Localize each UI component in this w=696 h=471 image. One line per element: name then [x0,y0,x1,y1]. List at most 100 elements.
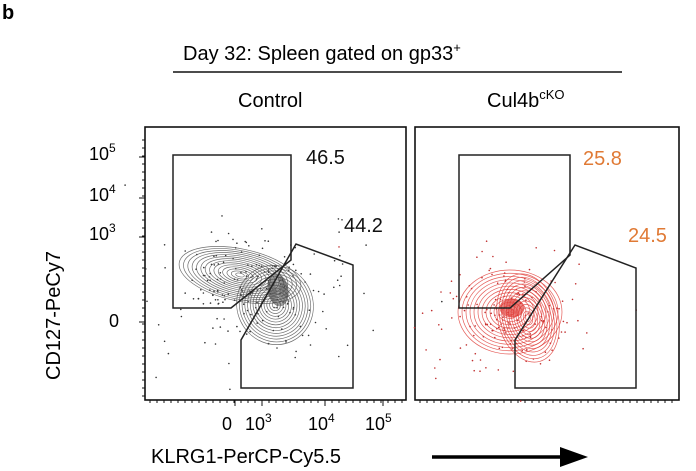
control-event-dot [309,273,312,275]
cko-event-dot [439,358,441,361]
control-event-dot [217,302,220,305]
cko-event-dot [465,344,468,346]
cko-event-dot [488,269,491,272]
cko-event-dot [451,317,453,319]
cko-event-dot [493,304,495,306]
control-event-dot [163,244,166,246]
control-contour-line [276,288,280,292]
control-event-dot [323,293,325,295]
cko-event-dot [494,336,496,339]
plot-frame-cko [414,126,680,401]
control-event-dot [227,232,230,235]
cko-event-dot [551,349,553,352]
control-event-dot [261,247,264,250]
cko-event-dot [338,246,340,248]
control-contour-line [230,270,250,280]
control-event-dot [338,231,340,233]
control-event-dot [164,267,166,269]
control-event-dot [341,219,343,221]
control-event-dot [309,344,312,346]
cko-event-dot [413,326,416,329]
cko-event-dot [560,331,563,333]
control-contour-line [236,264,314,346]
control-event-dot [215,240,217,243]
cko-event-dot [474,352,477,355]
control-event-dot [155,376,157,379]
y-tick-label-1e3: 103 [89,221,116,244]
cko-event-dot [529,333,531,335]
cko-event-dot [558,307,560,310]
y-axis-title: CD127-PeCy7 [43,251,65,380]
control-event-dot [202,303,205,305]
cko-event-dot [473,369,476,372]
cko-event-dot [479,359,482,361]
y-tick-label-1e4: 104 [89,182,116,205]
control-event-dot [229,388,231,391]
cko-event-dot [527,312,529,314]
cko-event-dot [566,321,568,324]
control-event-dot [217,299,219,301]
control-event-dot [264,240,266,242]
cko-event-dot [497,369,500,371]
cko-contour-line [498,276,558,360]
control-event-dot [300,273,303,275]
header-cko-text: Cul4b [487,90,539,112]
gate-klrg1hi-cko [514,244,637,389]
x-tick-label-1e3: 103 [245,411,272,434]
control-event-dot [365,244,367,246]
control-contour-line [247,276,303,334]
control-event-dot [227,293,230,295]
cko-event-dot [494,298,497,301]
header-cko-sup: cKO [539,87,564,102]
cko-contour-line [518,304,538,332]
control-event-dot [213,264,216,266]
control-event-dot [224,298,226,301]
control-event-dot [244,240,246,243]
control-event-dot [267,269,270,271]
cko-event-dot [496,282,499,285]
cko-event-dot [554,281,556,284]
cko-event-dot [481,276,483,279]
cko-contour-line [515,300,541,336]
gate-cd127hi-control [172,154,292,309]
cko-event-dot [539,363,542,365]
control-event-dot [292,263,295,266]
gate-klrg1hi-control [240,243,354,389]
control-event-dot [325,328,328,330]
control-event-dot [307,334,310,337]
control-contour-line [226,268,254,282]
control-event-dot [336,279,339,282]
control-event-dot [216,289,219,292]
cko-event-dot [491,273,493,276]
control-event-dot [295,350,297,353]
cko-event-dot [459,315,461,318]
cko-event-dot [476,256,478,259]
cko-event-dot [561,300,564,303]
cko-event-dot [586,332,588,334]
cko-event-dot [504,332,507,334]
cko-event-dot [455,295,458,298]
control-event-dot [301,334,304,337]
cko-event-dot [465,296,468,298]
control-contour-line [244,273,306,337]
cko-event-dot [577,319,579,322]
cko-event-dot [525,299,527,301]
control-event-dot [232,238,234,241]
control-event-dot [184,292,186,294]
cko-event-dot [434,367,436,369]
cko-event-dot [512,370,515,373]
control-event-dot [197,297,200,300]
control-event-dot [295,269,297,272]
control-event-dot [308,309,311,312]
cko-contour-line [525,314,531,322]
control-event-dot [222,261,225,264]
control-contour-line [241,270,309,340]
cko-event-dot [535,247,537,249]
cko-event-dot [505,261,507,264]
x-tick-label-0: 0 [222,414,232,434]
gate-percent-cd127hi-control: 46.5 [306,147,345,169]
cko-contour-line [503,283,553,353]
control-event-dot [163,340,166,343]
cko-event-dot [492,255,494,258]
control-event-dot [214,343,217,345]
